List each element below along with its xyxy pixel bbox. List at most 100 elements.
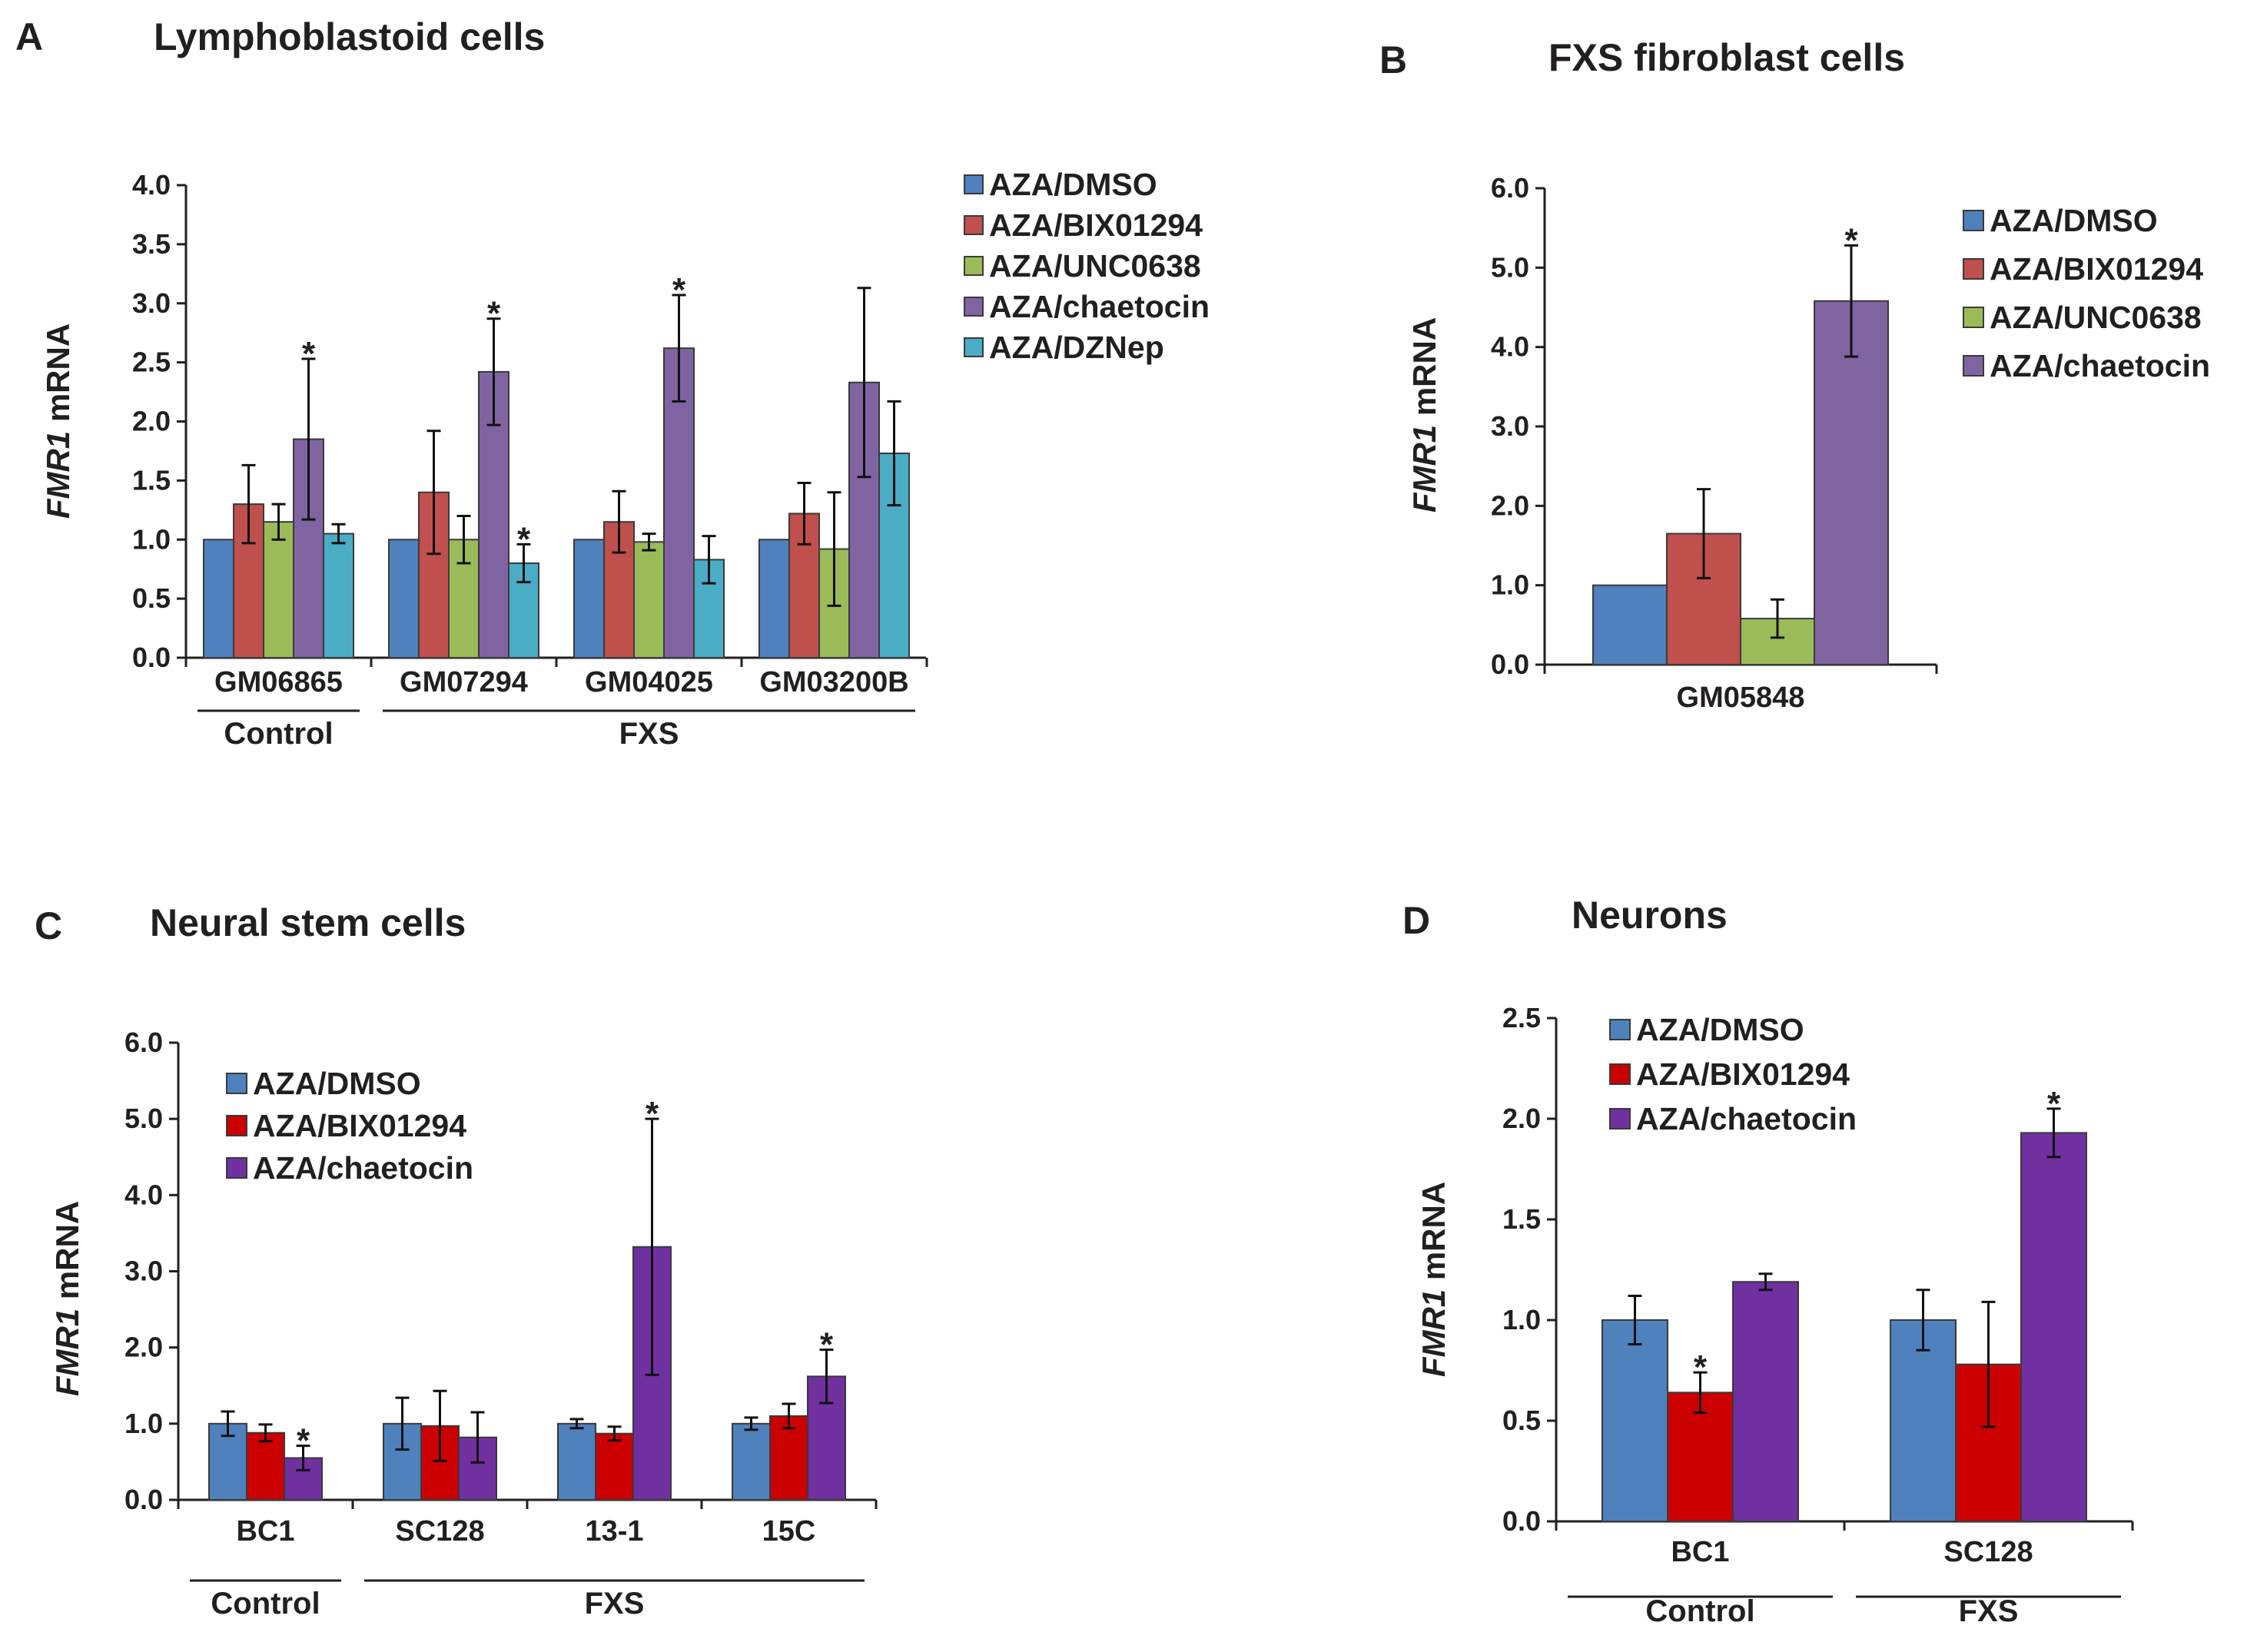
y-tick-label: 3.0	[1491, 410, 1529, 442]
legend-label: AZA/DMSO	[989, 167, 1157, 202]
legend-swatch	[226, 1115, 247, 1136]
y-tick-label: 2.5	[132, 347, 171, 378]
y-tick-label: 0.5	[1502, 1405, 1541, 1436]
y-tick-label: 4.0	[124, 1179, 163, 1210]
legend-label: AZA/DZNep	[989, 330, 1164, 365]
legend-label: AZA/BIX01294	[253, 1108, 466, 1143]
significance-star: *	[517, 520, 531, 558]
legend-label: AZA/BIX01294	[1636, 1057, 1850, 1092]
y-tick-label: 3.0	[132, 287, 171, 319]
panel-b: B FXS fibroblast cells 0.0 1.0 2.0 3.0 4.0 5.…	[1379, 36, 2210, 714]
bar	[323, 532, 354, 658]
legend-label: AZA/DMSO	[253, 1066, 421, 1101]
y-tick-label: 0.0	[1502, 1505, 1541, 1537]
panel-letter-b: B	[1379, 38, 1407, 81]
bar	[203, 539, 234, 658]
y-axis-label-unit: mRNA	[1416, 1182, 1452, 1289]
y-axis-label: FMR1 mRNA	[40, 323, 76, 519]
legend-swatch	[964, 174, 984, 194]
bar	[388, 539, 420, 658]
significance-star: *	[672, 271, 686, 309]
bar	[1814, 300, 1889, 665]
bar	[807, 1375, 846, 1501]
group-label: Control	[224, 717, 333, 751]
significance-star: *	[820, 1326, 834, 1364]
category-label: GM04025	[585, 666, 713, 698]
bar	[573, 539, 605, 658]
bar	[758, 539, 790, 658]
legend-label: AZA/BIX01294	[1990, 251, 2203, 287]
category-label: GM03200B	[759, 666, 908, 698]
legend-swatch	[964, 337, 984, 357]
y-tick-label: 6.0	[1491, 172, 1529, 204]
panel-letter-c: C	[35, 904, 62, 947]
category-label: 13-1	[585, 1515, 643, 1548]
bar	[595, 1432, 634, 1501]
y-tick-label: 2.0	[132, 406, 171, 437]
legend-swatch	[1609, 1063, 1631, 1085]
bar	[246, 1431, 285, 1501]
legend-label: AZA/BIX01294	[989, 207, 1203, 243]
significance-star: *	[302, 335, 316, 373]
category-label: GM07294	[400, 666, 528, 698]
group-label: FXS	[619, 717, 679, 751]
panel-title-c: Neural stem cells	[150, 901, 466, 944]
y-tick-label: 1.0	[1491, 569, 1529, 601]
y-tick-label: 0.0	[1491, 649, 1529, 680]
y-axis-label-gene: FMR1	[40, 431, 76, 519]
y-tick-label: 6.0	[124, 1027, 163, 1058]
significance-star: *	[646, 1095, 659, 1133]
legend-swatch	[1963, 210, 1984, 231]
category-label: SC128	[395, 1515, 484, 1548]
bar	[1732, 1281, 1799, 1522]
y-tick-label: 4.0	[132, 169, 171, 201]
category-label: 15C	[762, 1515, 816, 1548]
bar	[633, 541, 665, 659]
y-tick-label: 0.0	[124, 1484, 163, 1515]
y-tick-label: 3.5	[132, 228, 171, 260]
y-tick-label: 0.5	[132, 582, 171, 614]
panel-d: D Neurons 0.0 0.5 1.0 1.5 2.0 2.5 FMR1 mRNA * BC…	[1402, 894, 2134, 1628]
bar	[1592, 584, 1668, 666]
y-tick-label: 4.0	[1491, 331, 1529, 363]
bar	[263, 521, 294, 658]
y-axis-label-unit: mRNA	[40, 323, 76, 431]
bar	[557, 1422, 596, 1501]
legend-label: AZA/DMSO	[1990, 203, 2158, 238]
legend-swatch	[1609, 1019, 1631, 1040]
y-tick-label: 1.0	[132, 523, 171, 555]
y-tick-label: 2.0	[1491, 489, 1529, 521]
legend-label: AZA/chaetocin	[1636, 1101, 1857, 1136]
y-tick-label: 5.0	[1491, 251, 1529, 283]
significance-star: *	[1844, 221, 1858, 259]
y-axis-label: FMR1 mRNA	[1406, 317, 1442, 513]
legend-swatch	[226, 1073, 247, 1094]
significance-star: *	[1694, 1348, 1708, 1386]
panel-letter-a: A	[15, 15, 43, 58]
y-tick-label: 2.5	[1502, 1002, 1541, 1033]
category-label: GM05848	[1677, 682, 1805, 714]
legend-label: AZA/chaetocin	[1990, 348, 2210, 383]
y-axis-label: FMR1 mRNA	[1416, 1182, 1452, 1377]
panel-title-b: FXS fibroblast cells	[1548, 36, 1905, 79]
y-tick-label: 1.0	[1502, 1304, 1541, 1335]
y-tick-label: 1.5	[132, 464, 171, 496]
category-label: SC128	[1943, 1536, 2033, 1568]
y-axis-label-gene: FMR1	[1416, 1289, 1452, 1377]
legend-label: AZA/UNC0638	[989, 248, 1201, 284]
y-axis-label-gene: FMR1	[1406, 425, 1442, 513]
significance-star: *	[297, 1422, 310, 1460]
legend-swatch	[1609, 1108, 1631, 1130]
legend-label: AZA/chaetocin	[253, 1150, 473, 1186]
legend-swatch	[1963, 258, 1984, 280]
legend-label: AZA/chaetocin	[989, 289, 1210, 324]
significance-star: *	[487, 295, 501, 333]
group-label: Control	[211, 1587, 320, 1620]
y-axis-label: FMR1 mRNA	[49, 1201, 85, 1396]
legend-swatch	[1963, 307, 1984, 328]
significance-star: *	[2047, 1085, 2061, 1123]
panel-letter-d: D	[1402, 899, 1430, 942]
bar	[1601, 1319, 1668, 1522]
panel-title-a: Lymphoblastoid cells	[154, 15, 545, 58]
